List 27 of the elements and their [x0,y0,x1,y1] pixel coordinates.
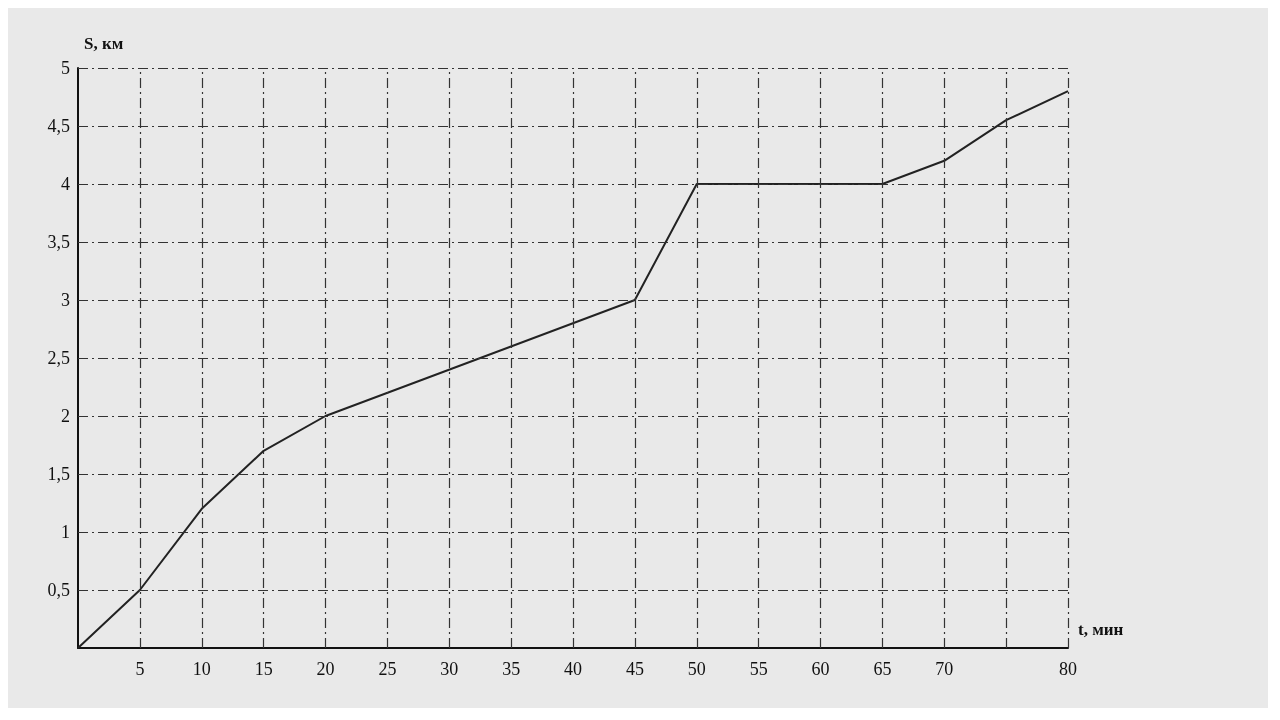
y-tick-label: 2 [61,406,70,426]
y-tick-label: 5 [61,58,70,78]
x-tick-label: 25 [378,659,397,679]
x-tick-label: 30 [440,659,459,679]
y-tick-label: 2,5 [47,348,70,368]
x-tick-label: 20 [316,659,335,679]
x-tick-label: 50 [687,659,706,679]
x-tick-label: 40 [564,659,582,679]
y-tick-label: 1,5 [47,464,70,484]
x-tick-label: 15 [254,659,273,679]
y-tick-label: 4,5 [47,116,70,136]
x-tick-label: 65 [873,659,892,679]
y-tick-label: 0,5 [47,580,70,600]
x-tick-label: 5 [135,659,145,679]
x-tick-label: 45 [625,659,644,679]
x-tick-label: 35 [502,659,521,679]
x-axis-title: t, мин [1078,620,1124,639]
x-tick-label: 10 [192,659,211,679]
y-tick-label: 3 [61,290,70,310]
x-tick-label: 55 [749,659,768,679]
x-tick-label: 60 [811,659,830,679]
y-tick-label: 3,5 [47,232,70,252]
y-tick-label: 4 [61,174,70,194]
x-tick-label: 70 [935,659,954,679]
y-tick-label: 1 [61,522,70,542]
y-axis-title: S, км [84,34,124,53]
x-tick-label: 80 [1059,659,1077,679]
